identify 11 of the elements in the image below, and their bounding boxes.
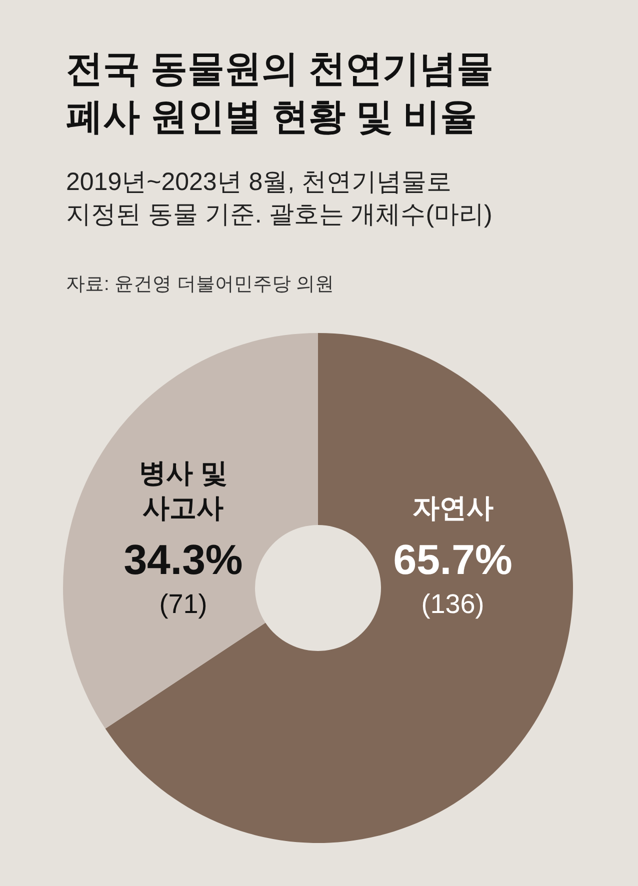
chart-subtitle: 2019년~2023년 8월, 천연기념물로 지정된 동물 기준. 괄호는 개체수(마리) [66,168,492,228]
donut-slice [105,333,573,843]
slice-label: 자연사 [412,493,494,523]
chart-title: 전국 동물원의 천연기념물 폐사 원인별 현황 및 비율 [66,48,494,138]
donut-slice [63,333,318,729]
text: 자료: 윤건영 더불어민주당 의원 [66,274,334,295]
slice-label: 병사 및 사고사 [138,458,228,524]
data-label: 65.7% [393,536,512,583]
text: (136) [421,589,484,619]
text: (71) [159,589,208,619]
data-label: 34.3% [124,536,243,583]
